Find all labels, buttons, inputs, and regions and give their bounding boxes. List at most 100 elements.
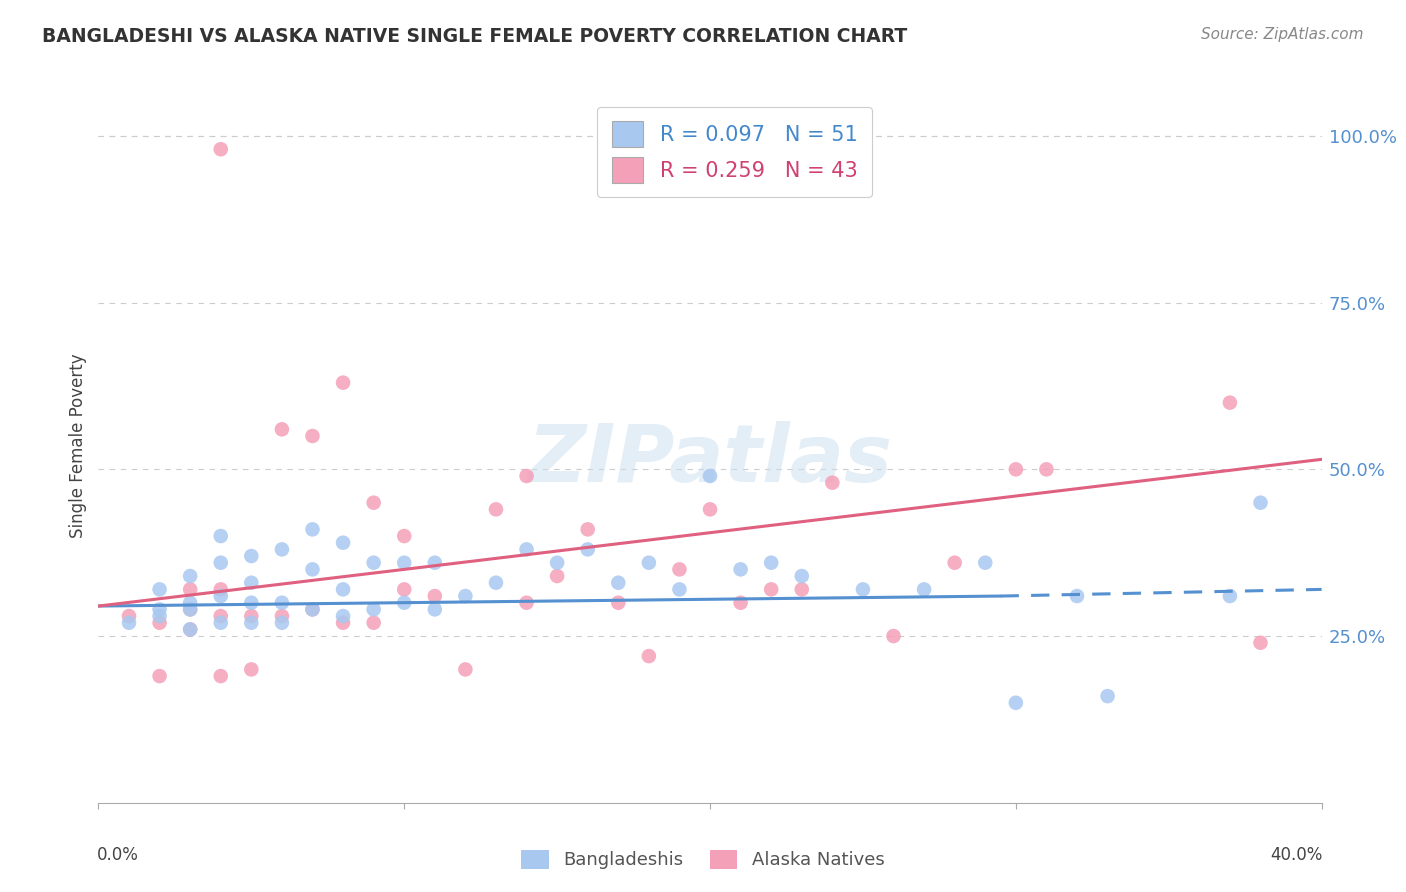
Text: ZIPatlas: ZIPatlas: [527, 421, 893, 500]
Point: [1219, 589, 1241, 603]
Text: BANGLADESHI VS ALASKA NATIVE SINGLE FEMALE POVERTY CORRELATION CHART: BANGLADESHI VS ALASKA NATIVE SINGLE FEMA…: [42, 27, 907, 45]
Point: [118, 615, 141, 630]
Point: [790, 569, 813, 583]
Point: [974, 556, 997, 570]
Point: [883, 629, 905, 643]
Point: [270, 542, 292, 557]
Point: [179, 623, 201, 637]
Point: [392, 556, 416, 570]
Point: [607, 596, 630, 610]
Point: [332, 609, 354, 624]
Point: [118, 609, 141, 624]
Point: [240, 596, 263, 610]
Point: [209, 669, 232, 683]
Point: [301, 429, 323, 443]
Point: [637, 556, 661, 570]
Point: [363, 602, 385, 616]
Point: [240, 662, 263, 676]
Point: [240, 609, 263, 624]
Point: [637, 649, 661, 664]
Point: [179, 602, 201, 616]
Point: [209, 582, 232, 597]
Point: [759, 582, 782, 597]
Text: 0.0%: 0.0%: [97, 846, 139, 863]
Point: [392, 596, 416, 610]
Point: [576, 522, 599, 536]
Point: [668, 582, 690, 597]
Legend: Bangladeshis, Alaska Natives: Bangladeshis, Alaska Natives: [512, 841, 894, 879]
Point: [730, 596, 752, 610]
Point: [301, 522, 323, 536]
Point: [1097, 689, 1119, 703]
Point: [270, 422, 292, 436]
Point: [1004, 462, 1026, 476]
Point: [516, 596, 538, 610]
Point: [759, 556, 782, 570]
Point: [301, 562, 323, 576]
Text: 40.0%: 40.0%: [1271, 846, 1323, 863]
Point: [576, 542, 599, 557]
Point: [392, 582, 416, 597]
Point: [149, 582, 172, 597]
Point: [270, 609, 292, 624]
Point: [730, 562, 752, 576]
Point: [179, 582, 201, 597]
Point: [1004, 696, 1026, 710]
Point: [363, 556, 385, 570]
Point: [485, 502, 508, 516]
Point: [149, 602, 172, 616]
Point: [790, 582, 813, 597]
Point: [1066, 589, 1088, 603]
Point: [699, 502, 721, 516]
Point: [363, 615, 385, 630]
Point: [209, 609, 232, 624]
Point: [301, 602, 323, 616]
Point: [423, 556, 446, 570]
Point: [240, 575, 263, 590]
Point: [546, 569, 568, 583]
Point: [270, 596, 292, 610]
Point: [332, 582, 354, 597]
Point: [423, 589, 446, 603]
Point: [209, 142, 232, 156]
Point: [423, 602, 446, 616]
Point: [668, 562, 690, 576]
Point: [912, 582, 935, 597]
Point: [1035, 462, 1057, 476]
Point: [1249, 496, 1271, 510]
Point: [392, 529, 416, 543]
Point: [821, 475, 844, 490]
Point: [209, 589, 232, 603]
Point: [699, 469, 721, 483]
Point: [149, 669, 172, 683]
Point: [332, 615, 354, 630]
Point: [149, 615, 172, 630]
Point: [179, 569, 201, 583]
Legend: R = 0.097   N = 51, R = 0.259   N = 43: R = 0.097 N = 51, R = 0.259 N = 43: [598, 107, 872, 197]
Point: [516, 469, 538, 483]
Point: [943, 556, 966, 570]
Point: [209, 615, 232, 630]
Point: [852, 582, 875, 597]
Point: [454, 589, 477, 603]
Point: [179, 623, 201, 637]
Point: [454, 662, 477, 676]
Point: [546, 556, 568, 570]
Point: [332, 535, 354, 549]
Point: [209, 556, 232, 570]
Point: [1219, 395, 1241, 409]
Point: [301, 602, 323, 616]
Text: Source: ZipAtlas.com: Source: ZipAtlas.com: [1201, 27, 1364, 42]
Point: [1249, 636, 1271, 650]
Point: [516, 542, 538, 557]
Point: [240, 615, 263, 630]
Point: [363, 496, 385, 510]
Point: [179, 602, 201, 616]
Point: [607, 575, 630, 590]
Point: [179, 596, 201, 610]
Point: [270, 615, 292, 630]
Point: [332, 376, 354, 390]
Point: [240, 549, 263, 563]
Y-axis label: Single Female Poverty: Single Female Poverty: [69, 354, 87, 538]
Point: [485, 575, 508, 590]
